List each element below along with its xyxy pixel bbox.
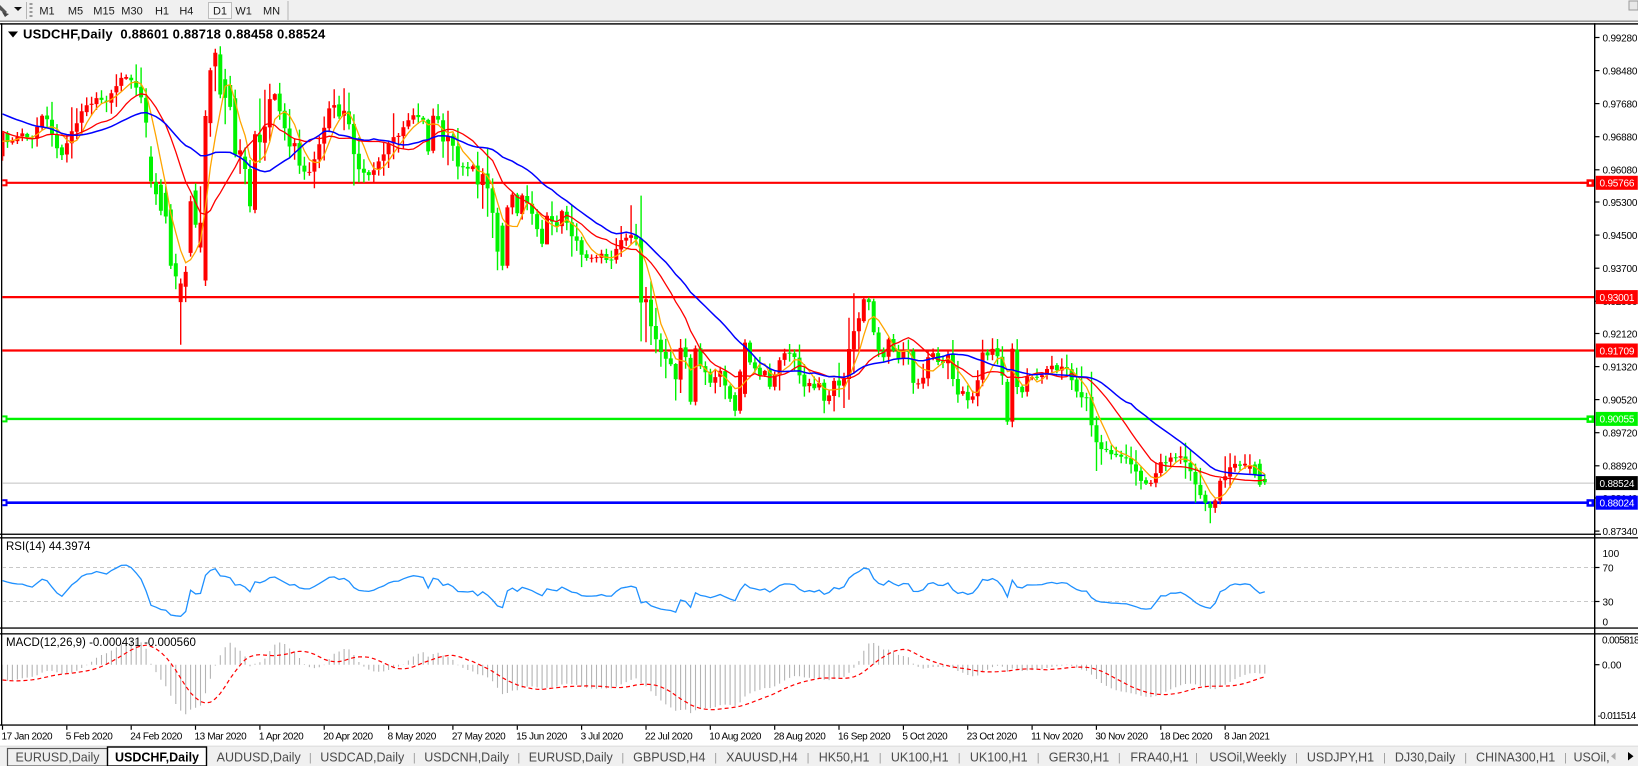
- svg-text:USDJPY,H1: USDJPY,H1: [1307, 751, 1374, 765]
- svg-text:-0.011514: -0.011514: [1598, 711, 1637, 722]
- svg-text:0.95766: 0.95766: [1600, 179, 1635, 190]
- svg-text:0.92120: 0.92120: [1603, 329, 1638, 340]
- svg-text:MN: MN: [263, 6, 280, 18]
- svg-text:0.96080: 0.96080: [1603, 166, 1638, 177]
- svg-text:|: |: [1464, 752, 1467, 764]
- svg-text:AUDUSD,Daily: AUDUSD,Daily: [217, 751, 302, 765]
- svg-text:0.88920: 0.88920: [1603, 462, 1638, 473]
- svg-text:M15: M15: [93, 6, 114, 18]
- svg-text:DJ30,Daily: DJ30,Daily: [1395, 751, 1456, 765]
- svg-text:|: |: [1118, 752, 1121, 764]
- svg-text:GBPUSD,H4: GBPUSD,H4: [633, 751, 705, 765]
- svg-text:30: 30: [1603, 597, 1615, 608]
- svg-text:|: |: [1295, 752, 1298, 764]
- svg-text:13 Mar 2020: 13 Mar 2020: [195, 732, 248, 743]
- svg-text:0.95300: 0.95300: [1603, 198, 1638, 209]
- svg-text:XAUUSD,H4: XAUUSD,H4: [726, 751, 798, 765]
- svg-text:0.87340: 0.87340: [1603, 527, 1638, 538]
- svg-text:GER30,H1: GER30,H1: [1049, 751, 1109, 765]
- svg-text:0.90055: 0.90055: [1600, 415, 1635, 426]
- svg-text:EURUSD,Daily: EURUSD,Daily: [529, 751, 614, 765]
- svg-text:0: 0: [1603, 618, 1609, 629]
- svg-text:3 Jul 2020: 3 Jul 2020: [581, 732, 624, 743]
- svg-text:0.94500: 0.94500: [1603, 231, 1638, 242]
- svg-text:M5: M5: [68, 6, 83, 18]
- svg-text:|: |: [517, 752, 520, 764]
- svg-text:28 Aug 2020: 28 Aug 2020: [774, 732, 827, 743]
- svg-text:0.90520: 0.90520: [1603, 395, 1638, 406]
- svg-text:0.89720: 0.89720: [1603, 429, 1638, 440]
- svg-text:0.99280: 0.99280: [1603, 33, 1638, 44]
- svg-text:W1: W1: [235, 6, 252, 18]
- svg-text:30 Nov 2020: 30 Nov 2020: [1095, 732, 1148, 743]
- svg-text:0.98480: 0.98480: [1603, 66, 1638, 77]
- svg-text:20 Apr 2020: 20 Apr 2020: [323, 732, 373, 743]
- svg-text:|: |: [1383, 752, 1386, 764]
- svg-text:|: |: [958, 752, 961, 764]
- svg-text:USOil,: USOil,: [1573, 751, 1609, 765]
- svg-text:0.88524: 0.88524: [1600, 479, 1635, 490]
- svg-text:HK50,H1: HK50,H1: [819, 751, 870, 765]
- svg-text:16 Sep 2020: 16 Sep 2020: [838, 732, 891, 743]
- svg-text:0.005818: 0.005818: [1602, 636, 1638, 647]
- svg-text:USDCHF,Daily: USDCHF,Daily: [115, 751, 199, 765]
- svg-text:0.88024: 0.88024: [1600, 499, 1635, 510]
- svg-text:M1: M1: [39, 6, 54, 18]
- svg-text:UK100,H1: UK100,H1: [970, 751, 1028, 765]
- svg-text:0.97680: 0.97680: [1603, 99, 1638, 110]
- svg-text:|: |: [1195, 752, 1198, 764]
- svg-text:24 Feb 2020: 24 Feb 2020: [130, 732, 183, 743]
- svg-text:18 Dec 2020: 18 Dec 2020: [1160, 732, 1213, 743]
- svg-text:USDCHF,Daily 0.88601 0.88718: USDCHF,Daily 0.88601 0.88718 0.88458 0.8…: [23, 27, 326, 42]
- svg-text:15 Jun 2020: 15 Jun 2020: [516, 732, 567, 743]
- svg-text:0.93700: 0.93700: [1603, 264, 1638, 275]
- svg-text:8 Jan 2021: 8 Jan 2021: [1224, 732, 1270, 743]
- svg-text:1 Apr 2020: 1 Apr 2020: [259, 732, 304, 743]
- svg-text:MACD(12,26,9) -0.000431 -0.000: MACD(12,26,9) -0.000431 -0.000560: [6, 637, 196, 649]
- svg-text:8 May 2020: 8 May 2020: [388, 732, 437, 743]
- svg-text:USDCAD,Daily: USDCAD,Daily: [320, 751, 405, 765]
- svg-text:100: 100: [1603, 549, 1620, 560]
- svg-text:|: |: [714, 752, 717, 764]
- svg-text:70: 70: [1603, 563, 1615, 574]
- svg-text:H1: H1: [155, 6, 169, 18]
- svg-text:|: |: [1564, 752, 1567, 764]
- svg-text:0.00: 0.00: [1602, 661, 1622, 672]
- svg-text:RSI(14) 44.3974: RSI(14) 44.3974: [6, 541, 91, 553]
- svg-text:17 Jan 2020: 17 Jan 2020: [2, 732, 53, 743]
- svg-text:H4: H4: [179, 6, 193, 18]
- svg-text:5 Oct 2020: 5 Oct 2020: [902, 732, 948, 743]
- svg-text:|: |: [309, 752, 312, 764]
- svg-text:CHINA300,H1: CHINA300,H1: [1476, 751, 1555, 765]
- svg-text:FRA40,H1: FRA40,H1: [1130, 751, 1188, 765]
- svg-text:M30: M30: [121, 6, 142, 18]
- svg-text:UK100,H1: UK100,H1: [891, 751, 949, 765]
- svg-text:USDCNH,Daily: USDCNH,Daily: [424, 751, 509, 765]
- svg-text:D1: D1: [213, 6, 227, 18]
- svg-text:|: |: [1037, 752, 1040, 764]
- svg-text:|: |: [621, 752, 624, 764]
- svg-text:23 Oct 2020: 23 Oct 2020: [967, 732, 1018, 743]
- svg-text:|: |: [413, 752, 416, 764]
- svg-text:22 Jul 2020: 22 Jul 2020: [645, 732, 693, 743]
- svg-text:5 Feb 2020: 5 Feb 2020: [66, 732, 113, 743]
- svg-text:0.91320: 0.91320: [1603, 362, 1638, 373]
- svg-text:10 Aug 2020: 10 Aug 2020: [709, 732, 762, 743]
- svg-text:0.91709: 0.91709: [1600, 346, 1635, 357]
- svg-text:USOil,Weekly: USOil,Weekly: [1209, 751, 1287, 765]
- svg-text:0.93001: 0.93001: [1600, 293, 1635, 304]
- svg-text:11 Nov 2020: 11 Nov 2020: [1031, 732, 1083, 743]
- svg-text:0.96880: 0.96880: [1603, 133, 1638, 144]
- svg-text:27 May 2020: 27 May 2020: [452, 732, 506, 743]
- svg-text:|: |: [807, 752, 810, 764]
- svg-text:|: |: [879, 752, 882, 764]
- svg-text:EURUSD,Daily: EURUSD,Daily: [15, 751, 100, 765]
